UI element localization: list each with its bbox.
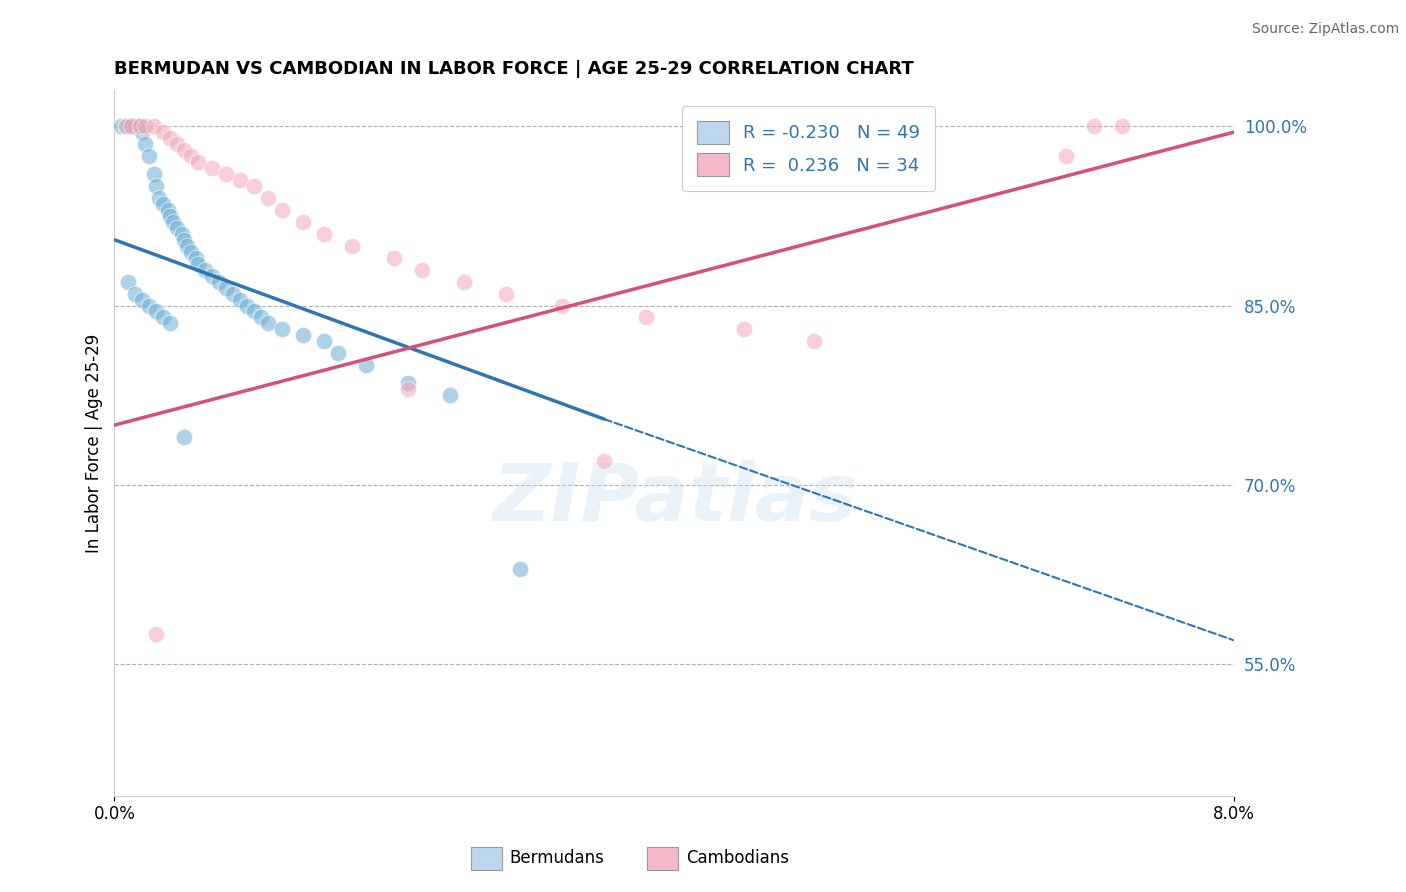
Point: [110, 119, 132, 133]
Point: [145, 178, 167, 193]
Point: [159, 209, 181, 223]
Point: [593, 454, 616, 468]
Point: [257, 191, 280, 205]
Point: [314, 227, 336, 241]
Point: [152, 125, 174, 139]
Point: [156, 202, 179, 217]
Point: [1054, 149, 1077, 163]
Point: [148, 191, 170, 205]
Point: [117, 119, 139, 133]
Point: [166, 137, 188, 152]
Point: [184, 251, 207, 265]
Point: [152, 197, 174, 211]
Point: [396, 376, 419, 391]
Point: [292, 328, 315, 343]
Point: [222, 286, 245, 301]
Point: [382, 251, 405, 265]
Point: [138, 298, 160, 312]
Point: [215, 280, 238, 294]
Legend: R = -0.230   N = 49, R =  0.236   N = 34: R = -0.230 N = 49, R = 0.236 N = 34: [682, 106, 935, 191]
Point: [142, 167, 165, 181]
Point: [356, 359, 378, 373]
Point: [194, 262, 217, 277]
Point: [114, 119, 136, 133]
Point: [208, 275, 231, 289]
Point: [551, 298, 574, 312]
Text: ZIPatlas: ZIPatlas: [492, 460, 856, 539]
Point: [733, 322, 755, 336]
Point: [145, 304, 167, 318]
Point: [131, 125, 153, 139]
Text: Source: ZipAtlas.com: Source: ZipAtlas.com: [1251, 22, 1399, 37]
Point: [114, 119, 136, 133]
Point: [1111, 119, 1133, 133]
Point: [138, 149, 160, 163]
Point: [176, 238, 198, 252]
Point: [314, 334, 336, 349]
Point: [152, 310, 174, 325]
Point: [170, 227, 193, 241]
Point: [1083, 119, 1105, 133]
Point: [509, 561, 531, 575]
Point: [396, 382, 419, 396]
Point: [159, 317, 181, 331]
Point: [243, 178, 266, 193]
Point: [142, 119, 165, 133]
Point: [229, 173, 252, 187]
Point: [342, 238, 364, 252]
Point: [134, 119, 156, 133]
Point: [636, 310, 658, 325]
Point: [439, 388, 461, 402]
Point: [229, 293, 252, 307]
Point: [120, 119, 142, 133]
Text: Bermudans: Bermudans: [509, 849, 603, 867]
Point: [117, 275, 139, 289]
Point: [215, 167, 238, 181]
Point: [124, 119, 146, 133]
Text: BERMUDAN VS CAMBODIAN IN LABOR FORCE | AGE 25-29 CORRELATION CHART: BERMUDAN VS CAMBODIAN IN LABOR FORCE | A…: [114, 60, 914, 78]
Point: [124, 286, 146, 301]
Point: [236, 298, 259, 312]
Text: Cambodians: Cambodians: [686, 849, 789, 867]
Point: [803, 334, 825, 349]
Point: [128, 119, 150, 133]
Point: [187, 155, 209, 169]
Point: [128, 119, 150, 133]
Point: [173, 233, 195, 247]
Point: [131, 293, 153, 307]
Point: [180, 244, 202, 259]
Point: [187, 257, 209, 271]
Point: [173, 430, 195, 444]
Point: [180, 149, 202, 163]
Point: [173, 143, 195, 157]
Point: [166, 220, 188, 235]
Point: [159, 131, 181, 145]
Point: [145, 627, 167, 641]
Point: [411, 262, 433, 277]
Y-axis label: In Labor Force | Age 25-29: In Labor Force | Age 25-29: [86, 334, 103, 553]
Point: [271, 322, 294, 336]
Point: [257, 317, 280, 331]
Point: [292, 215, 315, 229]
Point: [328, 346, 350, 360]
Point: [134, 137, 156, 152]
Point: [201, 161, 224, 175]
Point: [495, 286, 517, 301]
Point: [453, 275, 475, 289]
Point: [271, 202, 294, 217]
Point: [201, 268, 224, 283]
Point: [120, 119, 142, 133]
Point: [250, 310, 273, 325]
Point: [243, 304, 266, 318]
Point: [162, 215, 184, 229]
